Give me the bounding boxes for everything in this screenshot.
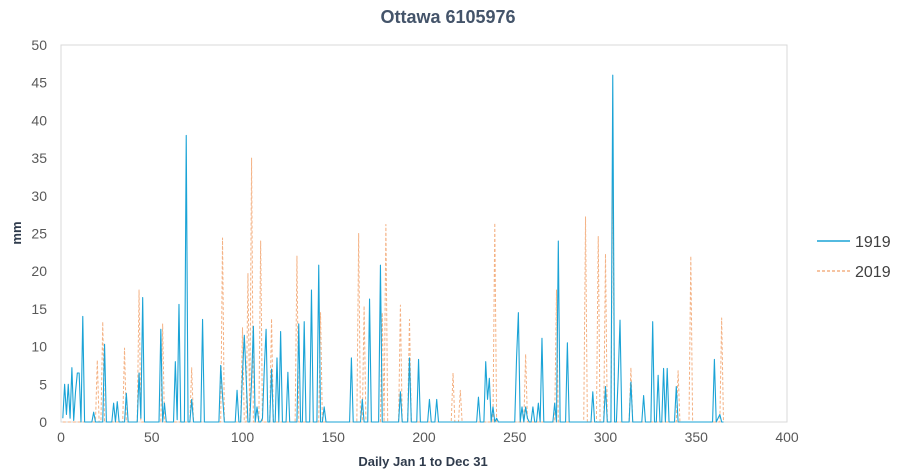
- chart-title: Ottawa 6105976: [380, 7, 515, 27]
- legend-label: 2019: [855, 264, 891, 281]
- y-tick-label: 50: [31, 37, 47, 53]
- y-tick-label: 20: [31, 263, 47, 279]
- legend: 1919 2019: [817, 234, 891, 281]
- y-tick-label: 30: [31, 188, 47, 204]
- y-axis: 0 5 10 15 20 25 30 35 40 45 50: [31, 37, 47, 430]
- x-axis: 0 50 100 150 200 250 300 350 400: [57, 429, 799, 445]
- x-tick-label: 400: [775, 429, 799, 445]
- x-tick-label: 250: [503, 429, 527, 445]
- x-tick-label: 300: [594, 429, 618, 445]
- y-tick-label: 10: [31, 339, 47, 355]
- legend-label: 1919: [855, 234, 891, 251]
- x-tick-label: 50: [144, 429, 160, 445]
- x-tick-label: 200: [412, 429, 436, 445]
- plot-area: [60, 44, 788, 423]
- y-tick-label: 45: [31, 75, 47, 91]
- y-tick-label: 35: [31, 150, 47, 166]
- series-line-1919: [62, 74, 724, 423]
- x-tick-label: 0: [57, 429, 65, 445]
- y-tick-label: 15: [31, 301, 47, 317]
- x-tick-label: 100: [231, 429, 255, 445]
- y-axis-title: mm: [9, 221, 24, 244]
- y-tick-label: 5: [39, 376, 47, 392]
- x-tick-label: 350: [685, 429, 709, 445]
- series-layer: [62, 74, 724, 423]
- y-tick-label: 25: [31, 226, 47, 242]
- y-tick-label: 0: [39, 414, 47, 430]
- x-tick-label: 150: [322, 429, 346, 445]
- x-axis-title: Daily Jan 1 to Dec 31: [358, 454, 487, 469]
- y-tick-label: 40: [31, 112, 47, 128]
